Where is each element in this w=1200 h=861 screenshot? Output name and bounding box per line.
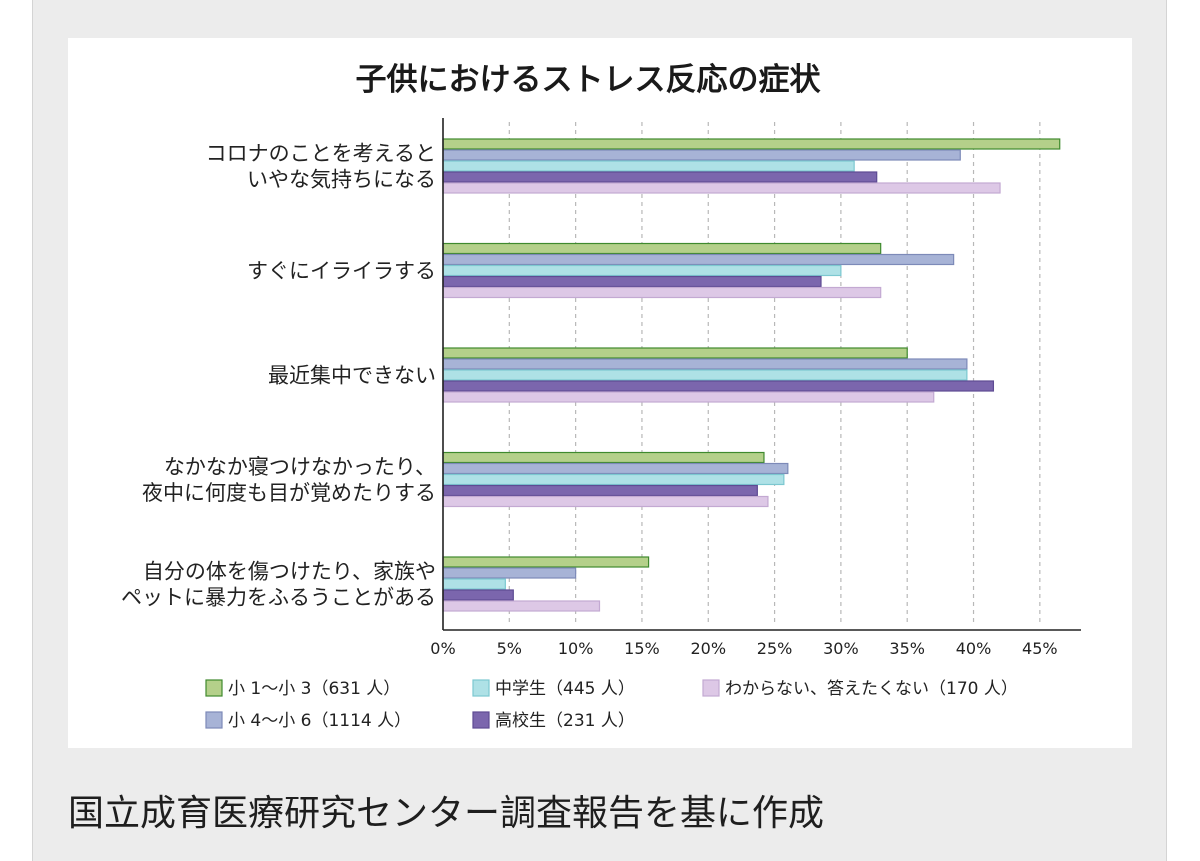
bars xyxy=(442,138,1061,612)
category-label: コロナのことを考えると xyxy=(206,142,436,166)
bar-c1-s3 xyxy=(442,275,822,288)
category-labels: コロナのことを考えるといやな気持ちになるすぐにイライラする最近集中できないなかな… xyxy=(121,142,436,610)
bar-c2-s4 xyxy=(442,391,935,403)
category-label: 自分の体を傷つけたり、家族や xyxy=(143,560,436,584)
bar-c1-s2 xyxy=(442,264,842,277)
bar-c2-s3 xyxy=(442,380,995,392)
legend-label: 高校生（231 人） xyxy=(495,711,635,731)
category-label: いやな気持ちになる xyxy=(247,168,436,192)
category-label: ペットに暴力をふるうことがある xyxy=(121,586,436,610)
x-tick-label: 5% xyxy=(497,639,522,658)
bar-c1-s4 xyxy=(442,286,882,299)
category-label: すぐにイライラする xyxy=(247,259,436,283)
bar-c0-s2 xyxy=(442,160,855,172)
x-tick-label: 35% xyxy=(889,639,925,658)
legend-swatch xyxy=(205,711,223,729)
category-label: 最近集中できない xyxy=(268,364,436,388)
legend-swatch xyxy=(472,711,490,729)
bar-c1-s0 xyxy=(442,242,882,255)
legend-swatch xyxy=(702,679,720,697)
legend-swatch xyxy=(472,679,490,697)
chart-title: 子供におけるストレス反応の症状 xyxy=(356,62,822,98)
bar-c2-s2 xyxy=(442,369,968,381)
bar-c4-s0 xyxy=(442,556,650,568)
x-tick-label: 45% xyxy=(1022,639,1058,658)
bar-c0-s4 xyxy=(442,182,1001,194)
tick-labels: 0% 5% 10% 15% 20% 25% 30% 35% 40% 45% xyxy=(430,639,1057,658)
legend-label: わからない、答えたくない（170 人） xyxy=(725,679,1018,699)
bar-c2-s0 xyxy=(442,347,908,359)
bar-c0-s1 xyxy=(442,149,961,161)
bar-c2-s1 xyxy=(442,358,968,370)
bar-c3-s3 xyxy=(442,484,758,497)
legend-label: 小 4〜小 6（1114 人） xyxy=(228,711,411,731)
bar-c0-s3 xyxy=(442,171,878,183)
legend-swatch xyxy=(205,679,223,697)
bar-c4-s2 xyxy=(442,578,506,590)
bar-c3-s2 xyxy=(442,473,785,486)
bar-chart: 子供におけるストレス反応の症状 コロナのことを考えるといやな気持ちになるすぐにイ… xyxy=(121,62,1081,731)
x-tick-label: 15% xyxy=(624,639,660,658)
source-caption: 国立成育医療研究センター調査報告を基に作成 xyxy=(68,793,825,834)
legend-label: 中学生（445 人） xyxy=(495,679,635,699)
category-label: なかなか寝つけなかったり、 xyxy=(164,455,436,479)
legend-label: 小 1〜小 3（631 人） xyxy=(228,679,400,699)
chart-card: 子供におけるストレス反応の症状 コロナのことを考えると いやな気持ちになる すぐにイ… xyxy=(68,38,1132,748)
bar-c1-s1 xyxy=(442,253,955,266)
x-tick-label: 30% xyxy=(823,639,859,658)
category-label: 夜中に何度も目が覚めたりする xyxy=(142,481,436,505)
bar-c3-s0 xyxy=(442,451,765,464)
bar-c4-s1 xyxy=(442,567,577,579)
bar-c4-s3 xyxy=(442,589,514,601)
bar-c3-s4 xyxy=(442,495,769,508)
x-tick-label: 10% xyxy=(558,639,594,658)
x-tick-label: 40% xyxy=(956,639,992,658)
legend: 小 1〜小 3（631 人） 小 4〜小 6（1114 人） 中学生（445 人） 高… xyxy=(205,679,1018,731)
x-tick-label: 20% xyxy=(690,639,726,658)
bar-c3-s1 xyxy=(442,462,789,475)
bar-c0-s0 xyxy=(442,138,1061,150)
x-tick-label: 0% xyxy=(430,639,455,658)
bar-c4-s4 xyxy=(442,600,601,612)
axes xyxy=(442,118,1081,631)
x-tick-label: 25% xyxy=(757,639,793,658)
